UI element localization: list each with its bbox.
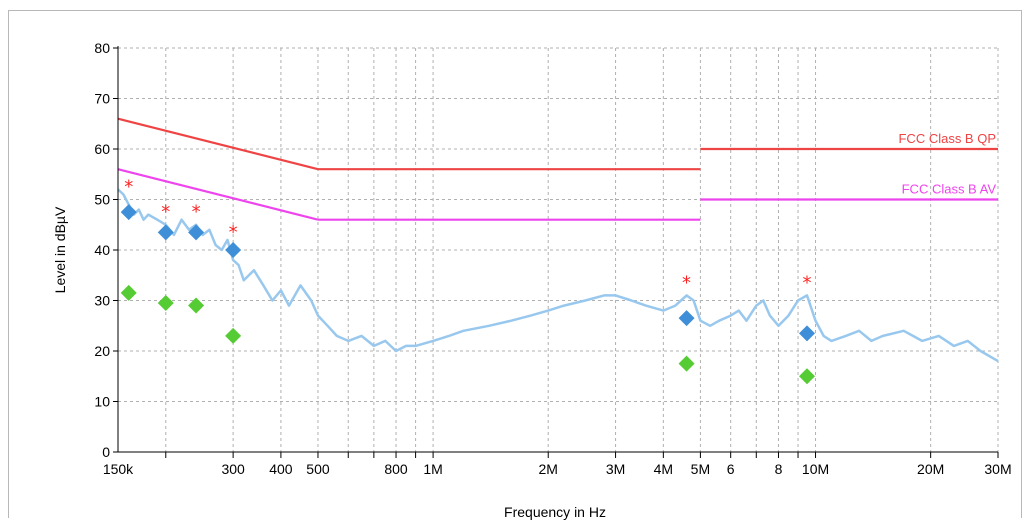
axis-labels: Frequency in Hz Level in dBµV	[52, 206, 606, 520]
av-measured-point	[799, 368, 816, 385]
av-measured-point	[157, 295, 174, 312]
limit-lines: FCC Class B QP FCC Class B AV	[117, 117, 998, 221]
y-tick-label: 80	[94, 40, 110, 56]
x-tick-label: 4M	[654, 461, 673, 477]
spectrum-trace	[117, 188, 999, 363]
x-tick-label: 20M	[917, 461, 944, 477]
x-tick-label: 5M	[691, 461, 710, 477]
qp-measured-point	[188, 224, 205, 241]
x-tick-label: 3M	[606, 461, 625, 477]
av-measured-point	[120, 284, 137, 301]
chart-frame	[8, 10, 1022, 518]
x-tick-label: 800	[384, 461, 408, 477]
x-tick-label: 300	[221, 461, 245, 477]
peak-asterisk: *	[161, 202, 170, 223]
qp-measured-point	[799, 325, 816, 342]
y-tick-label: 70	[94, 91, 110, 107]
x-tick-label: 10M	[802, 461, 829, 477]
av-measured-point	[188, 297, 205, 314]
y-axis-title: Level in dBµV	[52, 206, 68, 293]
y-tick-label: 20	[94, 343, 110, 359]
limit-line-label: FCC Class B QP	[898, 131, 996, 146]
limit-line-segment	[117, 168, 319, 221]
y-tick-label: 40	[94, 242, 110, 258]
peak-asterisk: *	[124, 176, 133, 197]
av-measured-point	[678, 355, 695, 372]
measurement-markers: * * * * * *	[120, 176, 816, 385]
x-tick-label: 30M	[984, 461, 1011, 477]
limit-line-segment	[117, 117, 319, 171]
x-tick-label: 400	[269, 461, 293, 477]
y-tick-label: 50	[94, 192, 110, 208]
x-axis-title: Frequency in Hz	[504, 504, 606, 520]
x-tick-label: 6	[727, 461, 735, 477]
peak-asterisk: *	[229, 222, 238, 243]
y-tick-label: 60	[94, 141, 110, 157]
peak-asterisk: *	[192, 202, 201, 223]
grid-lines	[118, 47, 999, 452]
y-tick-label: 0	[102, 444, 110, 460]
qp-measured-point	[225, 242, 242, 258]
x-tick-label: 1M	[423, 461, 442, 477]
spectrum-line	[117, 188, 999, 363]
y-tick-label: 10	[94, 394, 110, 410]
x-tick-label: 8	[775, 461, 783, 477]
qp-measured-point	[157, 224, 174, 241]
x-tick-label: 2M	[538, 461, 557, 477]
qp-measured-point	[678, 310, 695, 327]
peak-asterisk: *	[803, 272, 812, 293]
limit-line-label: FCC Class B AV	[902, 182, 997, 197]
qp-measured-point	[120, 204, 137, 221]
x-tick-label: 150k	[103, 461, 134, 477]
av-measured-point	[225, 327, 242, 344]
axes: 0 10 20 30 40 50 60 70 80 150k 300 400 500 800 1M 2M 3M 4…	[94, 40, 1011, 477]
x-tick-label: 500	[306, 461, 330, 477]
peak-asterisk: *	[682, 272, 691, 293]
y-tick-label: 30	[94, 293, 110, 309]
